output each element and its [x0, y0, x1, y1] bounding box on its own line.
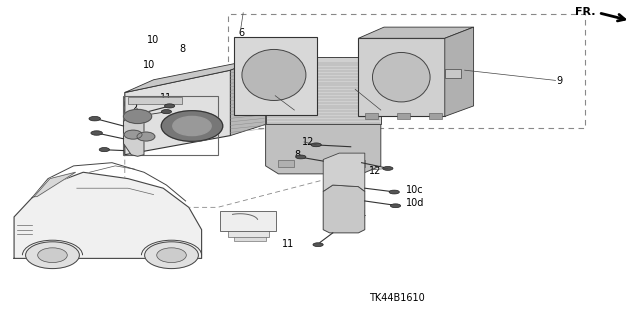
Circle shape: [38, 248, 67, 263]
Text: 10: 10: [147, 35, 159, 45]
Bar: [365, 113, 378, 119]
Ellipse shape: [390, 204, 401, 208]
Circle shape: [157, 248, 186, 263]
Circle shape: [124, 109, 152, 123]
Text: 10c: 10c: [406, 185, 424, 195]
Polygon shape: [266, 124, 381, 174]
Text: 8: 8: [179, 44, 186, 55]
Ellipse shape: [372, 53, 430, 102]
Ellipse shape: [383, 167, 393, 170]
Circle shape: [145, 242, 198, 269]
Text: TK44B1610: TK44B1610: [369, 293, 425, 303]
Text: 4: 4: [360, 210, 366, 220]
Text: 7: 7: [291, 107, 298, 117]
Polygon shape: [34, 172, 76, 197]
Text: 11: 11: [160, 93, 172, 103]
Text: 1: 1: [383, 107, 389, 117]
Ellipse shape: [164, 104, 175, 108]
Polygon shape: [230, 57, 266, 136]
Polygon shape: [124, 113, 144, 156]
Ellipse shape: [296, 155, 306, 159]
Ellipse shape: [99, 147, 109, 152]
Circle shape: [173, 116, 211, 136]
Bar: [445, 69, 461, 78]
Circle shape: [26, 242, 79, 269]
Ellipse shape: [161, 110, 172, 114]
Ellipse shape: [311, 143, 321, 147]
Polygon shape: [323, 185, 365, 233]
Polygon shape: [445, 27, 474, 116]
Text: 6: 6: [238, 28, 244, 39]
Ellipse shape: [91, 131, 102, 135]
Polygon shape: [358, 27, 474, 38]
Circle shape: [124, 130, 142, 139]
Bar: [128, 97, 182, 104]
Text: 10d: 10d: [406, 197, 425, 208]
Bar: [278, 160, 294, 167]
Bar: [429, 113, 442, 119]
Bar: [220, 211, 276, 231]
Text: 3: 3: [136, 139, 143, 149]
Text: 12: 12: [302, 137, 314, 147]
Bar: [123, 96, 218, 155]
Text: 9: 9: [557, 76, 563, 86]
Ellipse shape: [313, 243, 323, 247]
Circle shape: [137, 132, 155, 141]
Text: 10: 10: [143, 60, 156, 70]
Ellipse shape: [389, 190, 399, 194]
Polygon shape: [234, 37, 317, 115]
Circle shape: [161, 111, 223, 141]
Bar: [397, 113, 410, 119]
Text: 11: 11: [282, 239, 294, 249]
Text: 12: 12: [369, 166, 381, 176]
Text: 5: 5: [138, 123, 144, 133]
Text: 8: 8: [294, 150, 301, 160]
Ellipse shape: [242, 49, 306, 100]
Polygon shape: [14, 172, 202, 258]
Polygon shape: [358, 38, 445, 116]
Text: FR.: FR.: [575, 7, 595, 17]
Bar: [349, 160, 365, 167]
Text: 2: 2: [131, 103, 138, 114]
Bar: [234, 233, 266, 241]
Bar: [228, 14, 585, 128]
Polygon shape: [125, 70, 230, 155]
Bar: [228, 226, 269, 237]
Polygon shape: [266, 57, 381, 124]
Polygon shape: [125, 57, 266, 93]
Polygon shape: [323, 153, 365, 191]
Ellipse shape: [89, 116, 100, 121]
